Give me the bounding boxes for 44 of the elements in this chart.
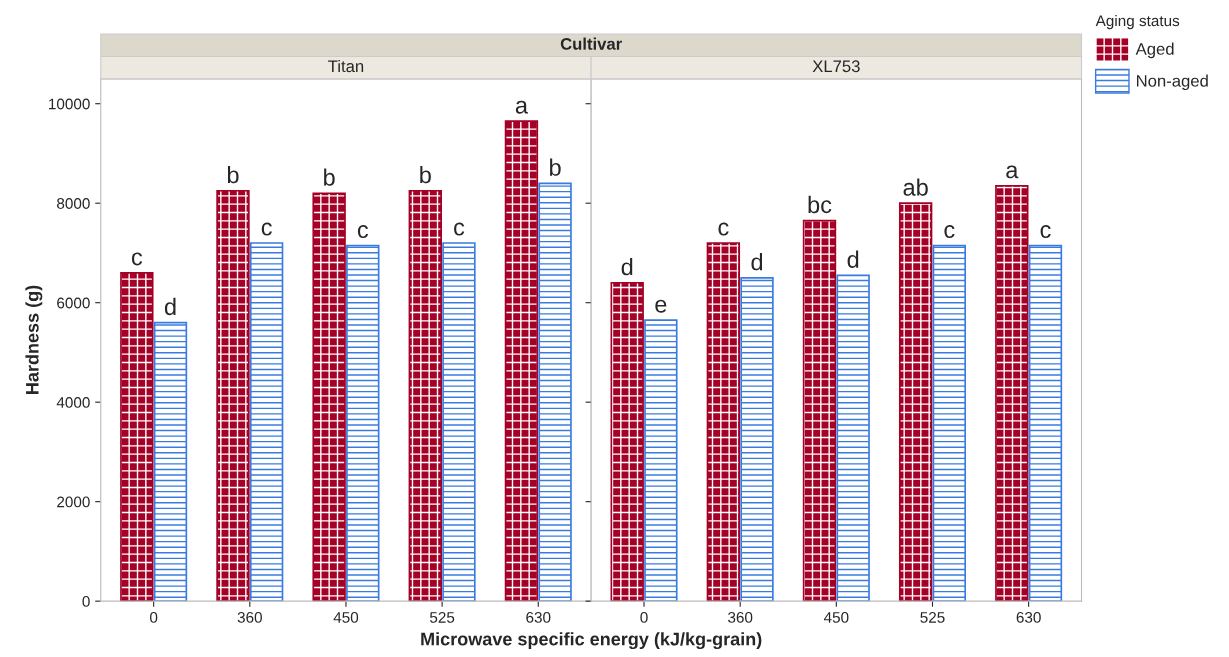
- data-label: c: [718, 222, 729, 236]
- y-tick-label: 8000: [57, 198, 90, 209]
- x-axis-title: Microwave specific energy (kJ/kg-grain): [421, 632, 762, 650]
- data-label: d: [621, 258, 633, 276]
- data-label: d: [751, 253, 763, 271]
- data-label: b: [324, 168, 335, 186]
- text: Cultivar: [560, 37, 622, 50]
- data-label: c: [357, 225, 369, 239]
- y-axis-title: Hardness (g): [25, 285, 43, 394]
- legend-label: Aged: [1135, 42, 1174, 59]
- chart-title: XL753: [812, 60, 860, 73]
- data-label: b: [550, 158, 561, 176]
- y-tick-label: 4000: [56, 397, 90, 408]
- legend-title: Aging status: [1095, 14, 1180, 30]
- x-tick-label: 0: [150, 611, 158, 623]
- data-label: c: [1040, 225, 1051, 239]
- data-label: c: [261, 222, 272, 236]
- data-label: a: [515, 100, 528, 114]
- x-tick-label: 525: [920, 611, 945, 623]
- x-tick-label: 630: [1016, 611, 1041, 623]
- x-tick-label: 630: [526, 611, 551, 623]
- data-label: c: [944, 225, 955, 239]
- x-tick-label: 0: [640, 611, 648, 623]
- data-label: a: [1006, 165, 1019, 179]
- x-tick-label: 525: [429, 611, 455, 623]
- data-label: ab: [903, 178, 928, 196]
- x-tick-label: 450: [333, 611, 359, 623]
- data-label: b: [227, 165, 239, 184]
- chart-title: Titan: [328, 59, 364, 73]
- data-label: c: [454, 222, 465, 236]
- data-label: d: [847, 250, 859, 268]
- x-tick-label: 450: [823, 611, 849, 623]
- y-tick-label: 2000: [57, 496, 90, 508]
- x-tick-label: 360: [728, 611, 753, 623]
- y-tick-label: 10000: [49, 98, 90, 110]
- legend-label: Non-aged: [1137, 74, 1208, 91]
- data-label: c: [131, 252, 143, 266]
- y-tick-label: 0: [82, 596, 90, 607]
- data-label: bc: [808, 195, 832, 214]
- data-label: d: [164, 297, 176, 316]
- y-tick-label: 6000: [57, 297, 90, 309]
- data-label: e: [655, 299, 667, 313]
- data-label: b: [420, 165, 431, 184]
- x-tick-label: 360: [237, 611, 262, 623]
